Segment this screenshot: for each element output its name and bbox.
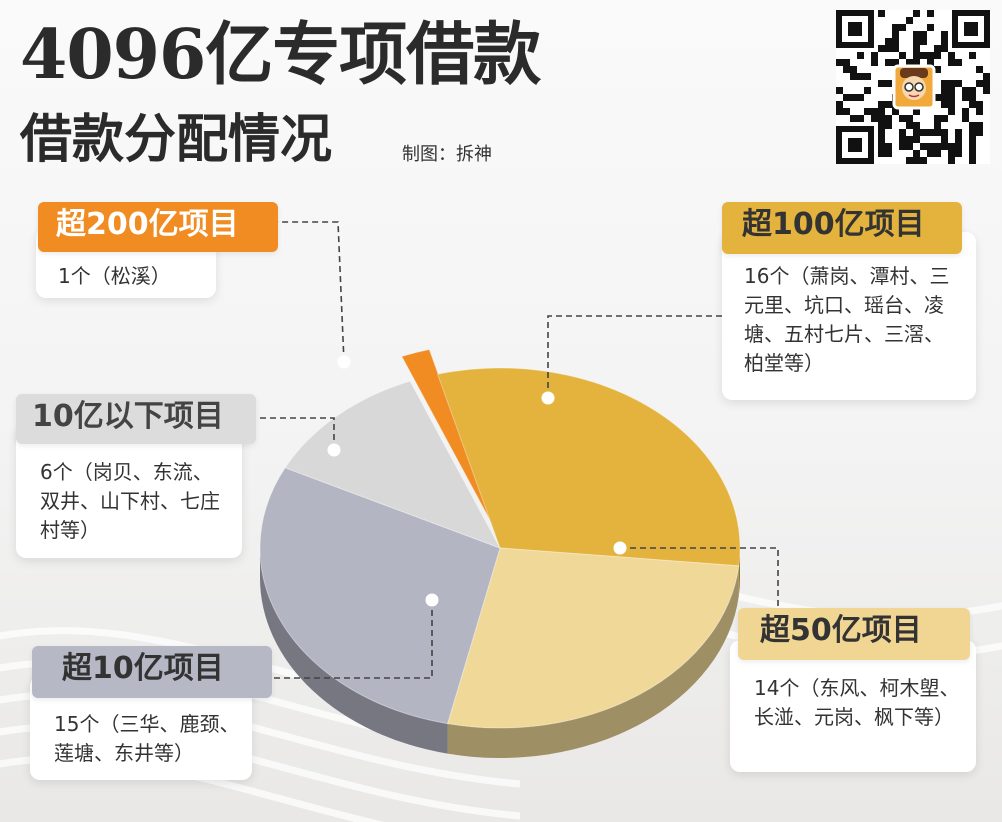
- leader-line-over-100: [547, 315, 722, 398]
- leader-line-under-10: [258, 417, 335, 450]
- leader-dot-over-100: [541, 391, 555, 405]
- page-subtitle: 借款分配情况: [20, 109, 333, 170]
- detail-card-over-100: 16个（萧岗、潭村、三元里、坑口、瑶台、凌塘、五村七片、三滘、柏堂等）: [722, 232, 976, 400]
- leader-dot-over-200: [337, 355, 351, 369]
- detail-card-over-50: 14个（东风、柯木塱、长湴、元岗、枫下等）: [730, 640, 976, 772]
- pie-slice-under-10: [284, 380, 502, 549]
- pie-slice-over-10: [259, 467, 501, 725]
- qr-code-icon: [836, 10, 990, 164]
- leader-dot-under-10: [327, 443, 341, 457]
- leader-line-over-10: [272, 600, 433, 679]
- category-tag-over-50: 超50亿项目: [738, 608, 970, 660]
- category-tag-under-10: 10亿以下项目: [16, 394, 256, 444]
- detail-card-under-10: 6个（岗贝、东流、双井、山下村、七庄村等）: [16, 424, 242, 558]
- leader-dot-over-10: [425, 593, 439, 607]
- pie-side-over-50: [447, 565, 739, 758]
- pie-side-over-100: [738, 548, 740, 596]
- leader-dot-over-50: [613, 541, 627, 555]
- category-tag-over-10: 超10亿项目: [32, 646, 272, 698]
- pie-slice-over-200: [401, 348, 493, 524]
- pie-slices: [259, 348, 741, 729]
- pie-slice-over-100: [436, 367, 741, 567]
- category-tag-over-200: 超200亿项目: [38, 202, 278, 252]
- credit-text: 制图：拆神: [402, 144, 492, 165]
- leader-line-over-50: [620, 547, 779, 608]
- pie-slice-over-50: [446, 547, 740, 729]
- pie-side-walls: [260, 548, 740, 758]
- page-title: 4096亿专项借款: [20, 15, 541, 95]
- leader-line-over-200: [278, 221, 345, 363]
- detail-text: 15个（三华、鹿颈、莲塘、东井等）: [54, 712, 240, 765]
- detail-text: 16个（萧岗、潭村、三元里、坑口、瑶台、凌塘、五村七片、三滘、柏堂等）: [744, 264, 950, 375]
- detail-text: 6个（岗贝、东流、双井、山下村、七庄村等）: [40, 460, 220, 542]
- category-tag-over-100: 超100亿项目: [722, 202, 962, 254]
- leader-lines: [258, 221, 779, 679]
- detail-text: 1个（松溪）: [58, 264, 171, 288]
- pie-side-over-10: [260, 548, 448, 754]
- mascot-avatar-icon: [892, 64, 936, 110]
- detail-text: 14个（东风、柯木塱、长湴、元岗、枫下等）: [754, 676, 960, 729]
